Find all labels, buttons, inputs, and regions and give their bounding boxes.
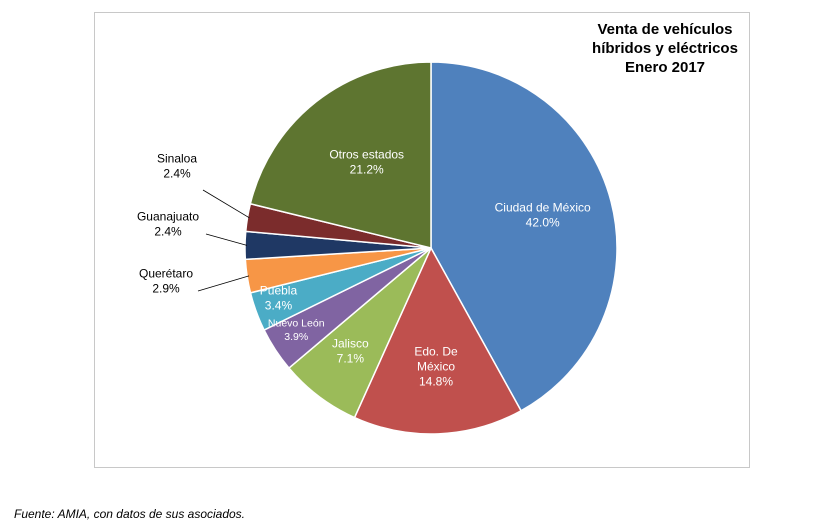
slice-label-edo-de-mexico: Edo. De México 14.8% [414,345,458,389]
slice-label-sinaloa: Sinaloa 2.4% [157,152,197,181]
pie-slice-otros-estados [249,61,432,249]
pie-slice-edo-de-mexico [353,246,523,435]
slice-label-guanajuato: Guanajuato 2.4% [137,210,199,239]
slice-label-nuevo-leon: Nuevo León 3.9% [268,318,325,344]
slice-label-otros-estados: Otros estados 21.2% [329,148,404,177]
leader-line-sinaloa [202,189,250,219]
slice-label-ciudad-de-mexico: Ciudad de México 42.0% [495,201,591,230]
slice-labels: Ciudad de México 42.0% Edo. De México 14.8% J… [137,148,591,389]
slice-label-puebla: Puebla 3.4% [260,284,298,313]
slice-label-jalisco: Jalisco 7.1% [332,336,369,365]
source-note: Fuente: AMIA, con datos de sus asociados… [14,507,246,521]
pie-slices [244,61,618,435]
chart-title: Venta de vehículos híbridos y eléctricos… [592,21,738,76]
leader-line-guanajuato [205,233,247,246]
slice-label-queretaro: Querétaro 2.9% [139,267,193,296]
leader-lines [197,189,250,292]
leader-line-queretaro [197,275,250,292]
pie-slice-ciudad-de-mexico [430,61,618,412]
